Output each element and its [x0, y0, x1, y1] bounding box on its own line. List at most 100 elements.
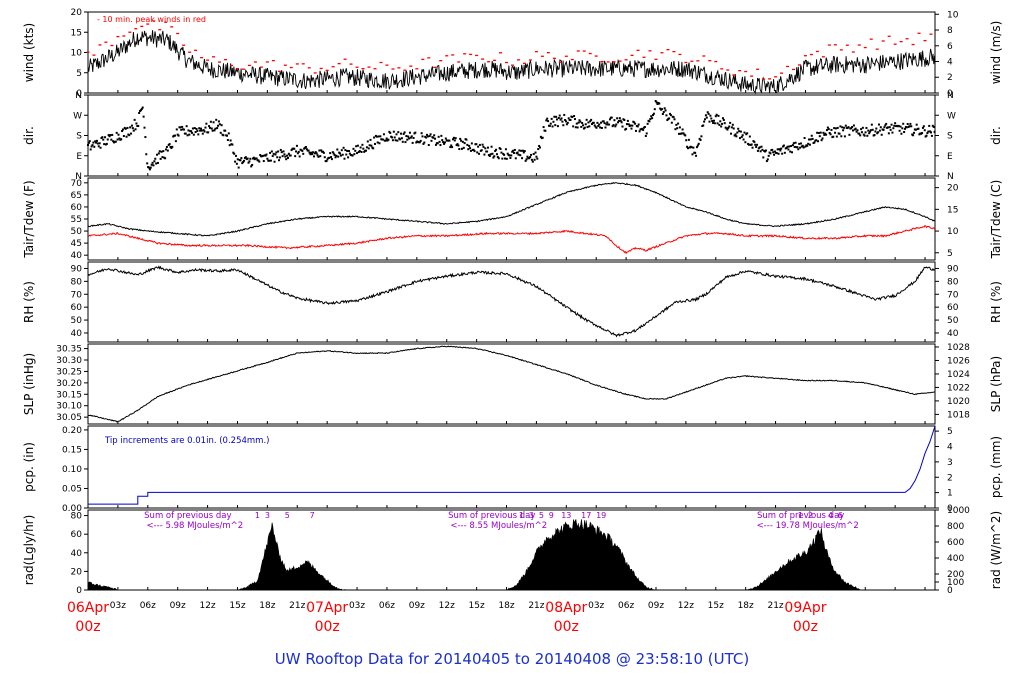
direction-point: [486, 146, 489, 149]
direction-point: [379, 135, 382, 138]
direction-point: [246, 157, 249, 160]
direction-point: [181, 125, 184, 128]
direction-point: [538, 146, 541, 149]
direction-point: [492, 156, 495, 159]
direction-point: [195, 127, 198, 130]
direction-point: [867, 129, 870, 132]
direction-point: [226, 139, 229, 142]
direction-point: [255, 157, 258, 160]
x-tick-label: 15z: [229, 601, 245, 611]
direction-point: [454, 137, 457, 140]
direction-point: [273, 160, 276, 163]
direction-point: [603, 122, 606, 125]
direction-point: [534, 151, 537, 154]
direction-point: [861, 126, 864, 129]
direction-point: [553, 115, 556, 118]
direction-point: [764, 149, 767, 152]
direction-point: [761, 148, 764, 151]
direction-point: [453, 139, 456, 142]
direction-point: [268, 159, 271, 162]
direction-point: [481, 143, 484, 146]
direction-point: [610, 116, 613, 119]
direction-point: [716, 122, 719, 125]
direction-point: [595, 126, 598, 129]
direction-point: [237, 166, 240, 169]
direction-point: [721, 122, 724, 125]
direction-point: [514, 157, 517, 160]
direction-point: [599, 121, 602, 124]
y2-tick-label: 1026: [947, 356, 970, 366]
direction-point: [360, 150, 363, 153]
y-tick-label: 0.10: [62, 465, 82, 475]
direction-point: [164, 157, 167, 160]
direction-point: [345, 153, 348, 156]
direction-point: [322, 151, 325, 154]
direction-point: [554, 124, 557, 127]
direction-point: [420, 132, 423, 135]
direction-point: [707, 112, 710, 115]
y2-axis-label: rad (W/m^2): [989, 511, 1003, 589]
direction-point: [248, 160, 251, 163]
direction-point: [370, 144, 373, 147]
direction-point: [834, 131, 837, 134]
direction-point: [401, 140, 404, 143]
y2-tick-label: E: [947, 152, 953, 162]
direction-point: [577, 121, 580, 124]
direction-point: [723, 122, 726, 125]
y2-tick-label: 8: [947, 26, 953, 36]
y-axis-label: dir.: [22, 126, 36, 145]
direction-point: [317, 155, 320, 158]
direction-point: [91, 144, 94, 147]
direction-point: [415, 141, 418, 144]
direction-point: [546, 117, 549, 120]
direction-point: [162, 150, 165, 153]
direction-point: [465, 138, 468, 141]
direction-point: [552, 120, 555, 123]
y-tick-label: 40: [71, 549, 83, 559]
y-tick-label: E: [76, 152, 82, 162]
direction-point: [825, 129, 828, 132]
direction-point: [466, 143, 469, 146]
direction-point: [651, 114, 654, 117]
direction-point: [359, 146, 362, 149]
direction-point: [351, 154, 354, 157]
direction-point: [470, 142, 473, 145]
direction-point: [748, 135, 751, 138]
direction-point: [719, 120, 722, 123]
direction-point: [802, 146, 805, 149]
direction-point: [309, 153, 312, 156]
direction-point: [208, 125, 211, 128]
direction-point: [198, 127, 201, 130]
direction-point: [669, 114, 672, 117]
direction-point: [615, 123, 618, 126]
direction-point: [560, 117, 563, 120]
day-label-date: 08Apr: [545, 600, 587, 616]
direction-point: [436, 142, 439, 145]
direction-point: [738, 137, 741, 140]
direction-point: [781, 152, 784, 155]
direction-point: [619, 119, 622, 122]
direction-point: [366, 140, 369, 143]
direction-point: [634, 129, 637, 132]
direction-point: [732, 127, 735, 130]
direction-point: [199, 127, 202, 130]
direction-point: [901, 127, 904, 130]
direction-point: [791, 151, 794, 154]
y2-tick-label: 800: [947, 522, 964, 532]
direction-point: [264, 154, 267, 157]
direction-point: [797, 148, 800, 151]
direction-point: [885, 122, 888, 125]
direction-point: [818, 135, 821, 138]
direction-point: [387, 138, 390, 141]
direction-point: [659, 107, 662, 110]
direction-point: [368, 144, 371, 147]
direction-point: [407, 135, 410, 138]
direction-point: [110, 138, 113, 141]
direction-point: [567, 117, 570, 120]
direction-point: [819, 131, 822, 134]
direction-point: [312, 151, 315, 154]
direction-point: [891, 131, 894, 134]
direction-point: [681, 128, 684, 131]
direction-point: [188, 133, 191, 136]
direction-point: [201, 132, 204, 135]
